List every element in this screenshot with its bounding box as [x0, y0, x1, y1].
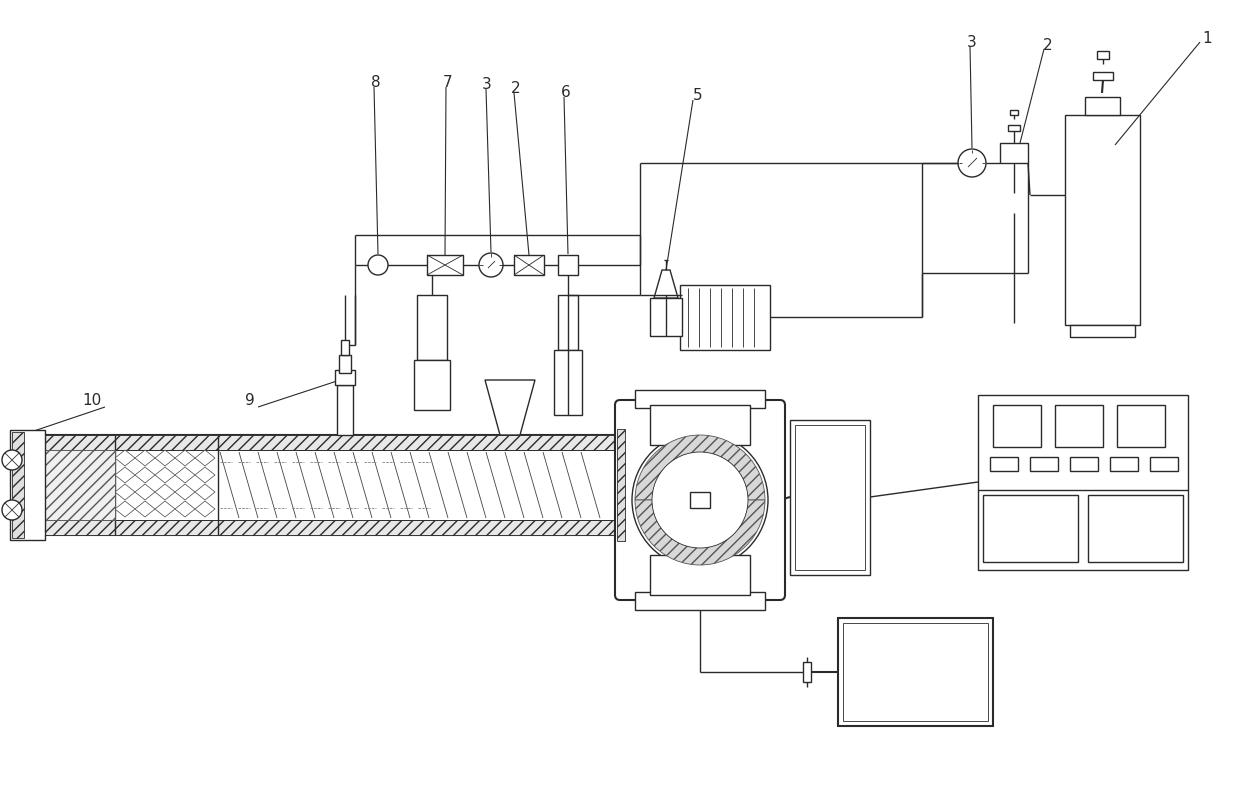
Bar [554, 350, 582, 415]
Bar [1085, 97, 1120, 115]
Bar [650, 555, 750, 595]
Bar [983, 495, 1078, 562]
Bar [680, 285, 769, 350]
Polygon shape [135, 467, 155, 483]
Polygon shape [155, 467, 175, 483]
Circle shape [670, 470, 730, 530]
Text: 1: 1 [1202, 31, 1212, 46]
Wedge shape [636, 435, 764, 500]
Bar [843, 623, 987, 721]
Bar [1093, 72, 1113, 80]
Polygon shape [155, 484, 175, 500]
Bar [12, 432, 24, 538]
Polygon shape [195, 484, 216, 500]
Polygon shape [175, 467, 195, 483]
Bar [650, 298, 681, 336]
Polygon shape [195, 501, 216, 517]
Polygon shape [175, 484, 195, 500]
Text: 3: 3 [968, 35, 976, 50]
Circle shape [2, 500, 22, 520]
Bar [795, 425, 865, 570]
Bar [838, 618, 992, 726]
Bar [27, 435, 615, 450]
Bar [992, 405, 1041, 447]
Bar [1097, 51, 1109, 59]
Bar [339, 355, 351, 373]
Bar [1088, 495, 1183, 562]
Bar [978, 395, 1188, 570]
Bar [1000, 143, 1028, 163]
Bar [636, 592, 764, 610]
Polygon shape [155, 450, 175, 466]
Polygon shape [135, 501, 155, 517]
Bar [1066, 115, 1140, 325]
Circle shape [958, 149, 986, 177]
Circle shape [479, 253, 503, 277]
Polygon shape [195, 467, 216, 483]
Text: 6: 6 [561, 84, 571, 99]
Bar [27, 520, 615, 535]
Bar [617, 429, 624, 541]
Polygon shape [115, 484, 135, 500]
Polygon shape [115, 501, 135, 517]
Bar [1009, 125, 1020, 131]
Bar [650, 405, 750, 445]
Bar [636, 390, 764, 408]
Polygon shape [175, 450, 195, 466]
Bar [558, 255, 579, 275]
Bar [514, 255, 544, 275]
Bar [1070, 325, 1135, 337]
Polygon shape [175, 501, 195, 517]
Bar [615, 427, 633, 543]
Text: 9: 9 [245, 392, 255, 407]
Polygon shape [115, 450, 135, 466]
Bar [22, 450, 115, 520]
Polygon shape [654, 270, 678, 298]
Bar [427, 255, 463, 275]
Bar [790, 420, 870, 575]
Text: 2: 2 [512, 80, 520, 95]
Bar [337, 385, 353, 435]
Bar [1010, 110, 1018, 115]
Polygon shape [195, 450, 216, 466]
Bar [990, 457, 1018, 471]
Bar [414, 360, 450, 410]
Bar [1110, 457, 1137, 471]
Bar [1150, 457, 1178, 471]
Bar [335, 370, 356, 385]
Circle shape [652, 452, 748, 548]
Bar [341, 340, 349, 355]
Bar [803, 662, 812, 682]
Polygon shape [135, 484, 155, 500]
Polygon shape [135, 450, 155, 466]
Text: 10: 10 [82, 392, 102, 407]
Text: 5: 5 [693, 88, 703, 103]
Bar [1070, 457, 1098, 471]
Circle shape [368, 255, 388, 275]
Bar [1054, 405, 1103, 447]
Polygon shape [155, 501, 175, 517]
Bar [1030, 457, 1058, 471]
Text: 7: 7 [444, 74, 452, 89]
Circle shape [2, 450, 22, 470]
Bar [558, 295, 579, 350]
Bar [22, 435, 620, 535]
Bar [690, 492, 710, 508]
Text: 3: 3 [482, 77, 492, 92]
Circle shape [632, 432, 768, 568]
Polygon shape [115, 467, 135, 483]
Wedge shape [636, 500, 764, 565]
Text: 2: 2 [1043, 38, 1053, 53]
Bar [1118, 405, 1165, 447]
Bar [418, 295, 447, 360]
Polygon shape [484, 380, 535, 435]
Text: 8: 8 [372, 74, 380, 89]
Bar [10, 430, 45, 540]
FancyBboxPatch shape [615, 400, 786, 600]
